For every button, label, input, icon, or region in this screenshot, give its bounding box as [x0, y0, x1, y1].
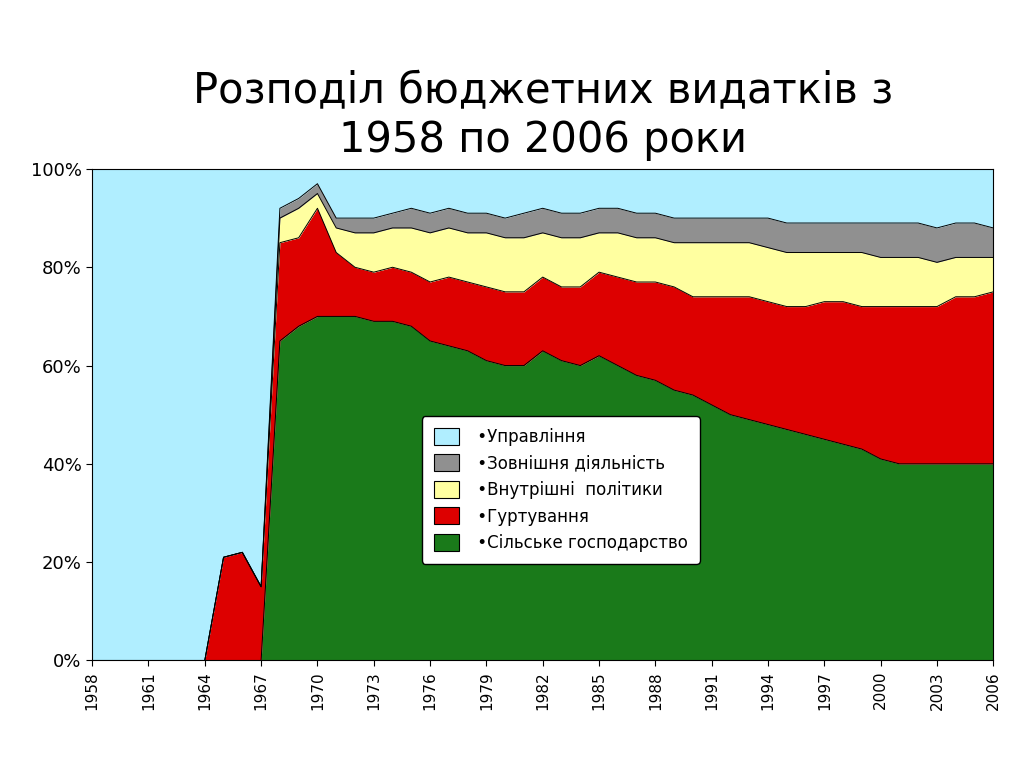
Legend:  •Управління,  •Зовнішня діяльність,  •Внутрішні  політики,  •Гуртування,  •Сіль: •Управління, •Зовнішня діяльність, •Внут… — [422, 416, 699, 564]
Title: Розподіл бюджетних видатків з
1958 по 2006 роки: Розподіл бюджетних видатків з 1958 по 20… — [193, 71, 893, 161]
